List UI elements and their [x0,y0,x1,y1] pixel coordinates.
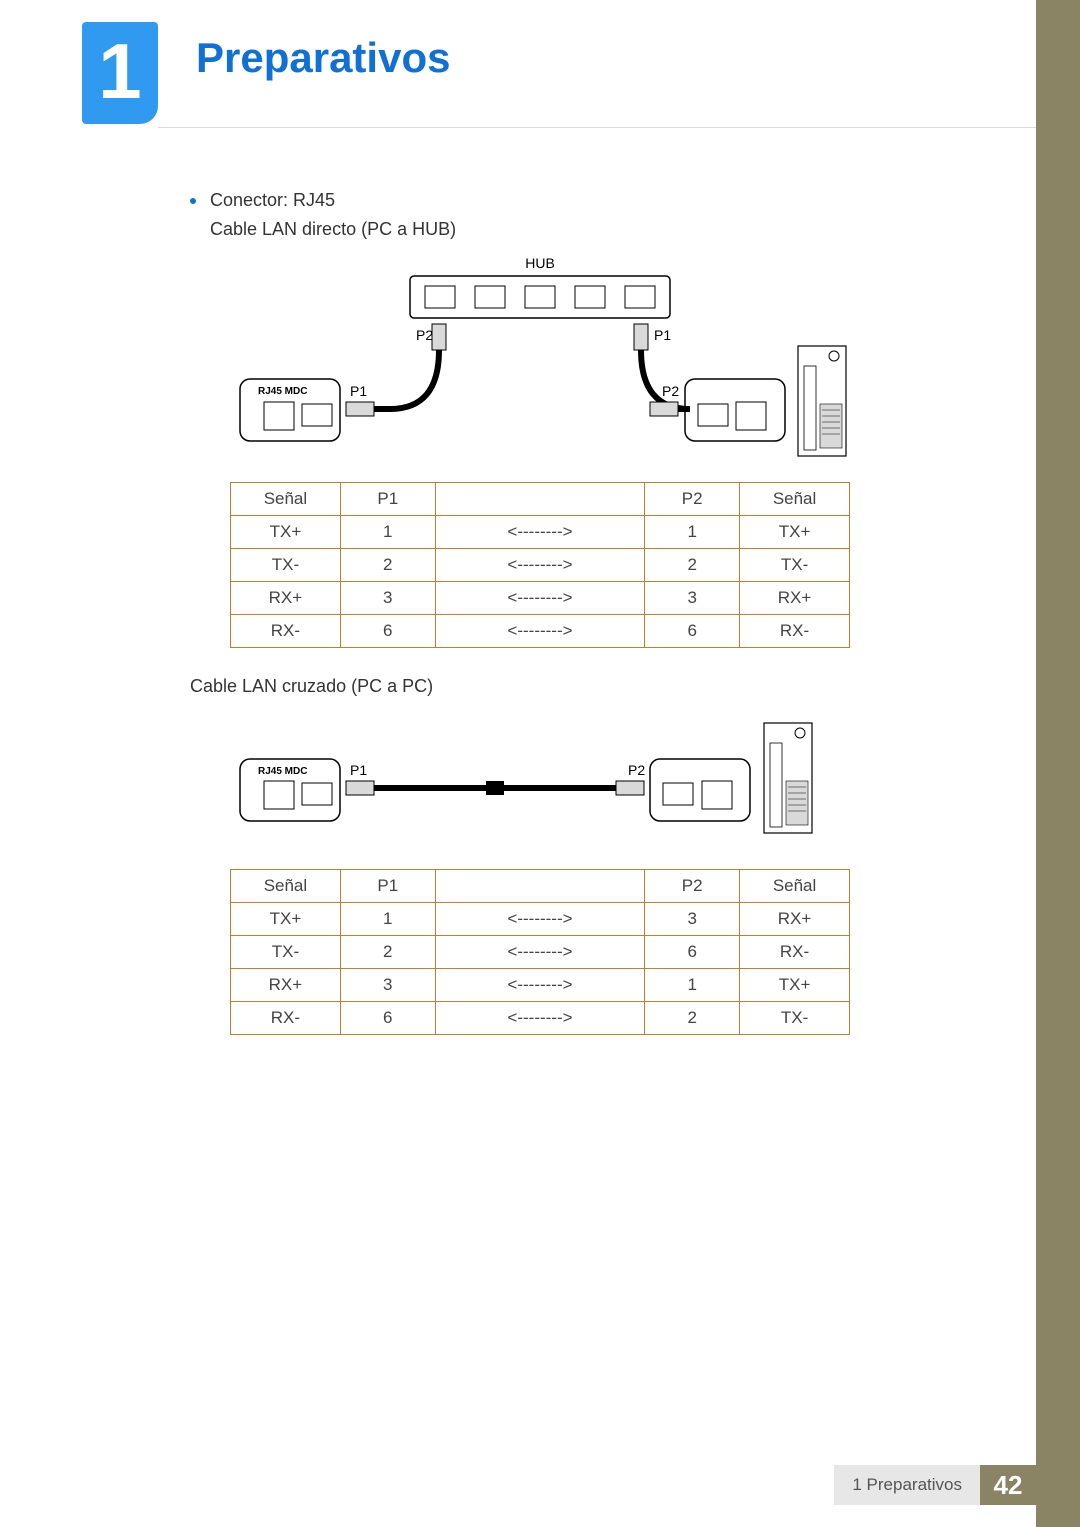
th: P1 [340,870,435,903]
table-cell: RX- [231,1002,341,1035]
table-cell: 3 [645,903,740,936]
hub-label: HUB [525,255,555,271]
table-cell: 3 [340,969,435,1002]
table-body-direct: TX+1<-------->1TX+TX-2<-------->2TX-RX+3… [231,516,850,648]
svg-text:P2: P2 [416,327,433,343]
pinout-table-crossover: Señal P1 P2 Señal TX+1<-------->3RX+TX-2… [230,869,850,1035]
table-cell: <--------> [435,615,645,648]
table-cell: RX- [740,615,850,648]
footer-page-number: 42 [980,1465,1036,1505]
table-row: RX+3<-------->3RX+ [231,582,850,615]
table-cell: 6 [340,1002,435,1035]
bullet-icon [190,198,196,204]
svg-text:P1: P1 [350,762,367,778]
diagram-direct: HUB P2 P1 RJ45 MDC P1 [230,254,850,464]
table-cell: <--------> [435,969,645,1002]
th: Señal [740,870,850,903]
table-cell: 3 [645,582,740,615]
table-body-cross: TX+1<-------->3RX+TX-2<-------->6RX-RX+3… [231,903,850,1035]
table-cell: 3 [340,582,435,615]
table-cell: 2 [645,1002,740,1035]
table-cell: 6 [340,615,435,648]
th [435,870,645,903]
table-cell: TX- [231,549,341,582]
table-row: RX-6<-------->6RX- [231,615,850,648]
table-cell: 6 [645,615,740,648]
table-cell: <--------> [435,1002,645,1035]
table-cell: 1 [645,516,740,549]
pinout-table-direct: Señal P1 P2 Señal TX+1<-------->1TX+TX-2… [230,482,850,648]
table-cell: RX+ [231,969,341,1002]
th: P2 [645,483,740,516]
crossover-cable-label: Cable LAN cruzado (PC a PC) [190,676,890,697]
table-cell: RX+ [740,903,850,936]
th: Señal [740,483,850,516]
th: Señal [231,870,341,903]
footer-label: 1 Preparativos [834,1465,980,1505]
chapter-title: Preparativos [196,34,450,82]
table-cell: 1 [340,516,435,549]
svg-text:P1: P1 [654,327,671,343]
table-header-row: Señal P1 P2 Señal [231,483,850,516]
bullet-text: Conector: RJ45 [210,190,335,210]
th [435,483,645,516]
svg-text:P2: P2 [662,383,679,399]
title-rule [158,127,1036,128]
footer: 1 Preparativos 42 [834,1465,1036,1505]
table-cell: 1 [340,903,435,936]
th: P2 [645,870,740,903]
table-row: TX+1<-------->3RX+ [231,903,850,936]
page-content: Conector: RJ45 Cable LAN directo (PC a H… [190,190,890,1063]
table-cell: TX- [231,936,341,969]
table-cell: RX+ [231,582,341,615]
table-cell: TX+ [740,969,850,1002]
table-cell: <--------> [435,903,645,936]
table-cell: TX+ [231,516,341,549]
table-row: TX-2<-------->6RX- [231,936,850,969]
table-cell: <--------> [435,549,645,582]
table-cell: 2 [340,936,435,969]
th: P1 [340,483,435,516]
table-header-row: Señal P1 P2 Señal [231,870,850,903]
table-cell: 6 [645,936,740,969]
table-cell: RX- [740,936,850,969]
direct-cable-label: Cable LAN directo (PC a HUB) [210,219,890,240]
table-cell: <--------> [435,516,645,549]
table-cell: 2 [645,549,740,582]
table-cell: <--------> [435,582,645,615]
table-cell: RX- [231,615,341,648]
table-cell: TX- [740,1002,850,1035]
pc-tower-icon [798,346,846,456]
table-cell: TX+ [231,903,341,936]
table-cell: 2 [340,549,435,582]
svg-text:P2: P2 [628,762,645,778]
th: Señal [231,483,341,516]
table-row: RX-6<-------->2TX- [231,1002,850,1035]
table-cell: TX+ [740,516,850,549]
svg-text:RJ45 MDC: RJ45 MDC [258,766,307,777]
table-cell: 1 [645,969,740,1002]
table-row: RX+3<-------->1TX+ [231,969,850,1002]
svg-text:P1: P1 [350,383,367,399]
pc-tower-icon [764,723,812,833]
table-cell: TX- [740,549,850,582]
table-cell: <--------> [435,936,645,969]
chapter-number-tab: 1 [82,22,158,124]
svg-text:RJ45 MDC: RJ45 MDC [258,386,307,397]
bullet-connector: Conector: RJ45 [190,190,890,211]
table-cell: RX+ [740,582,850,615]
table-row: TX+1<-------->1TX+ [231,516,850,549]
diagram-crossover: RJ45 MDC P1 P2 [230,711,850,851]
side-strip [1036,0,1080,1527]
table-row: TX-2<-------->2TX- [231,549,850,582]
